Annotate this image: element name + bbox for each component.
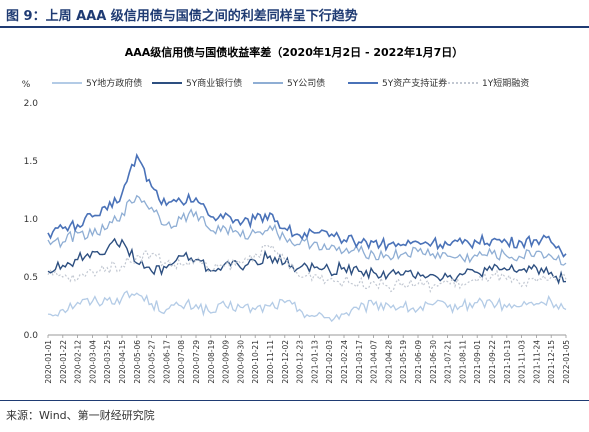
x-tick-label: 2021-09-01 [473, 340, 482, 384]
x-tick-label: 2020-03-25 [103, 340, 112, 384]
x-tick-label: 2021-01-13 [310, 340, 319, 384]
series-line [47, 237, 567, 285]
top-rule [0, 26, 589, 28]
x-tick-label: 2021-02-03 [325, 340, 334, 384]
x-tick-label: 2020-06-17 [162, 340, 171, 384]
bottom-rule [0, 400, 589, 401]
x-tick-label: 2020-01-22 [59, 340, 68, 384]
y-tick-label: 1.5 [24, 157, 38, 167]
x-tick-label: 2021-05-19 [399, 340, 408, 384]
y-unit: % [22, 80, 31, 90]
x-tick-label: 2020-10-21 [251, 340, 260, 384]
y-tick-label: 1.0 [24, 215, 39, 225]
x-tick-label: 2021-09-22 [488, 340, 497, 384]
legend-label: 5Y资产支持证券 [382, 77, 447, 89]
x-tick-label: 2020-12-23 [296, 340, 305, 384]
x-tick-label: 2020-02-12 [74, 340, 83, 384]
series-line [47, 194, 567, 266]
x-tick-label: 2021-06-30 [429, 340, 438, 384]
x-tick-label: 2020-05-27 [148, 340, 157, 384]
legend-label: 5Y地方政府债 [86, 77, 142, 89]
x-axis: 2020-01-01 2020-01-22 2020-02-12 2020-03-04… [44, 335, 571, 384]
series-line [47, 244, 567, 294]
x-tick-label: 2021-06-09 [414, 340, 423, 384]
y-tick-label: 2.0 [24, 99, 39, 109]
x-tick-label: 2021-04-07 [370, 340, 379, 384]
x-tick-label: 2020-08-19 [207, 340, 216, 384]
x-tick-label: 2021-11-24 [532, 340, 541, 384]
x-tick-label: 2020-01-01 [44, 340, 53, 384]
source-note: 来源：Wind、第一财经研究院 [6, 409, 155, 422]
x-tick-label: 2021-08-11 [458, 340, 467, 384]
legend-label: 5Y公司债 [287, 77, 325, 89]
legend-label: 1Y短期融资 [482, 77, 529, 89]
x-tick-label: 2020-03-04 [88, 340, 97, 384]
x-tick-label: 2022-01-05 [562, 340, 571, 384]
y-tick-label: 0.5 [24, 273, 38, 283]
series-line [47, 290, 567, 323]
series-layer [47, 152, 567, 323]
x-tick-label: 2021-10-13 [503, 340, 512, 384]
x-tick-label: 2020-05-06 [133, 340, 142, 384]
x-tick-label: 2020-07-29 [192, 340, 201, 384]
x-tick-label: 2021-12-15 [547, 340, 556, 384]
x-tick-label: 2021-03-17 [355, 340, 364, 384]
x-tick-label: 2021-07-21 [444, 340, 453, 384]
legend-label: 5Y商业银行债 [186, 77, 242, 89]
x-tick-label: 2020-04-15 [118, 340, 127, 384]
x-tick-label: 2020-09-30 [236, 340, 245, 384]
x-tick-label: 2021-11-03 [518, 340, 527, 384]
x-tick-label: 2021-04-28 [384, 340, 393, 384]
figure-title: 图 9：上周 AAA 级信用债与国债之间的利差同样呈下行趋势 [6, 9, 358, 24]
x-tick-label: 2020-11-11 [266, 340, 275, 384]
legend: 5Y地方政府债 5Y商业银行债 5Y公司债 5Y资产支持证券 1Y短期融资 [52, 77, 529, 89]
x-tick-label: 2020-07-08 [177, 340, 186, 384]
x-tick-label: 2021-02-24 [340, 340, 349, 384]
y-axis: 0.0 0.5 1.0 1.5 2.0 [24, 99, 39, 341]
x-tick-label: 2020-09-09 [222, 340, 231, 384]
series-line [47, 152, 567, 258]
line-chart: AAA级信用债与国债收益率差（2020年1月2日 - 2022年1月7日） % … [22, 45, 571, 384]
y-tick-label: 0.0 [24, 331, 39, 341]
x-tick-label: 2020-12-02 [281, 340, 290, 384]
chart-title: AAA级信用债与国债收益率差（2020年1月2日 - 2022年1月7日） [125, 45, 464, 59]
